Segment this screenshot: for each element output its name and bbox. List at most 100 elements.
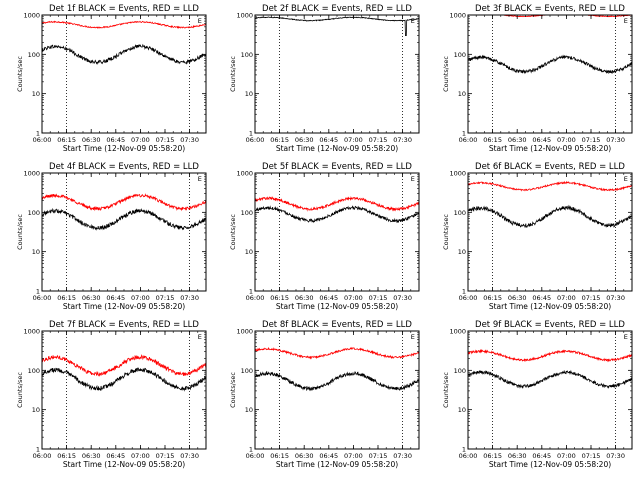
x-tick-label: 06:00 [33, 136, 52, 144]
y-tick-label: 1 [36, 446, 40, 454]
x-tick-label: 07:15 [156, 452, 175, 460]
x-tick-label: 07:15 [582, 452, 601, 460]
x-tick-label: 07:00 [557, 452, 576, 460]
panel-det-9: Det 9f BLACK = Events, RED = LLD E 1 10 100 1… [442, 320, 633, 469]
x-tick-label: 06:30 [295, 294, 314, 302]
events-series-line [468, 54, 632, 75]
lld-series-line [468, 180, 632, 192]
plot-frame [467, 172, 633, 292]
events-series-line [42, 43, 206, 65]
x-axis-label: Start Time (12-Nov-09 05:58:20) [276, 302, 398, 311]
events-series-line [255, 16, 419, 36]
y-tick-label: 100 [28, 51, 40, 59]
events-series-line [255, 370, 419, 392]
y-tick-label: 1 [249, 130, 253, 138]
x-tick-label: 06:30 [82, 452, 101, 460]
event-marker-label: E [411, 175, 415, 183]
y-tick-label: 100 [241, 51, 253, 59]
x-tick-label: 07:00 [344, 136, 363, 144]
x-axis-label: Start Time (12-Nov-09 05:58:20) [489, 144, 611, 153]
x-tick-label: 07:30 [180, 136, 199, 144]
y-tick-label: 10 [245, 406, 253, 414]
y-tick-label: 100 [241, 367, 253, 375]
x-tick-label: 07:30 [606, 294, 625, 302]
x-tick-label: 06:00 [33, 294, 52, 302]
x-tick-label: 07:30 [393, 452, 412, 460]
panel-title: Det 7f BLACK = Events, RED = LLD [49, 320, 199, 330]
x-tick-label: 07:15 [369, 136, 388, 144]
y-axis-label: Counts/sec [229, 56, 237, 92]
panel-title: Det 6f BLACK = Events, RED = LLD [475, 162, 625, 172]
x-axis-label: Start Time (12-Nov-09 05:58:20) [276, 144, 398, 153]
x-tick-label: 07:30 [606, 452, 625, 460]
events-series-line [255, 205, 419, 224]
y-tick-label: 100 [241, 209, 253, 217]
y-tick-label: 10 [245, 248, 253, 256]
panel-title: Det 8f BLACK = Events, RED = LLD [262, 320, 412, 330]
x-axis-label: Start Time (12-Nov-09 05:58:20) [63, 144, 185, 153]
y-tick-label: 1000 [449, 12, 466, 20]
y-tick-label: 100 [454, 209, 466, 217]
panel-det-3: Det 3f BLACK = Events, RED = LLD E 1 10 100 1… [442, 4, 633, 153]
plot-frame [254, 14, 420, 134]
y-tick-label: 1000 [449, 170, 466, 178]
events-series-line [42, 207, 206, 231]
x-tick-label: 06:15 [483, 136, 502, 144]
x-tick-label: 06:30 [295, 452, 314, 460]
x-axis-label: Start Time (12-Nov-09 05:58:20) [489, 460, 611, 469]
panel-title: Det 3f BLACK = Events, RED = LLD [475, 4, 625, 14]
plot-frame [41, 172, 207, 292]
y-tick-label: 1000 [236, 12, 253, 20]
y-axis-label: Counts/sec [229, 372, 237, 408]
x-tick-label: 07:15 [582, 136, 601, 144]
panel-det-8: Det 8f BLACK = Events, RED = LLD E 1 10 100 1… [229, 320, 420, 469]
x-tick-label: 06:45 [106, 452, 125, 460]
x-tick-label: 06:30 [295, 136, 314, 144]
x-axis-label: Start Time (12-Nov-09 05:58:20) [489, 302, 611, 311]
x-tick-label: 06:45 [532, 452, 551, 460]
event-marker-label: E [624, 333, 628, 341]
lld-series-line [42, 193, 206, 212]
x-tick-label: 07:30 [393, 294, 412, 302]
x-tick-label: 06:45 [532, 294, 551, 302]
plot-frame [254, 330, 420, 450]
x-tick-label: 06:00 [33, 452, 52, 460]
panel-title: Det 9f BLACK = Events, RED = LLD [475, 320, 625, 330]
y-axis-label: Counts/sec [442, 56, 450, 92]
x-tick-label: 07:15 [582, 294, 601, 302]
x-axis-label: Start Time (12-Nov-09 05:58:20) [63, 460, 185, 469]
x-tick-label: 06:00 [246, 452, 265, 460]
event-marker-label: E [198, 333, 202, 341]
y-axis-label: Counts/sec [442, 214, 450, 250]
plot-frame [254, 172, 420, 292]
panel-det-6: Det 6f BLACK = Events, RED = LLD E 1 10 100 1… [442, 162, 633, 311]
y-axis-label: Counts/sec [16, 214, 24, 250]
x-tick-label: 07:30 [180, 452, 199, 460]
x-tick-label: 06:15 [57, 452, 76, 460]
y-axis-label: Counts/sec [16, 56, 24, 92]
panel-title: Det 5f BLACK = Events, RED = LLD [262, 162, 412, 172]
x-tick-label: 07:30 [606, 136, 625, 144]
x-tick-label: 07:15 [156, 136, 175, 144]
x-tick-label: 06:45 [106, 294, 125, 302]
panel-det-1: Det 1f BLACK = Events, RED = LLD E 1 10 100 1… [16, 4, 207, 153]
y-tick-label: 1000 [23, 328, 40, 336]
y-tick-label: 10 [458, 248, 466, 256]
y-tick-label: 10 [458, 406, 466, 414]
y-tick-label: 10 [32, 406, 40, 414]
x-tick-label: 07:30 [180, 294, 199, 302]
y-tick-label: 1 [249, 288, 253, 296]
x-tick-label: 06:00 [459, 136, 478, 144]
events-series-line [468, 369, 632, 389]
y-tick-label: 10 [458, 90, 466, 98]
y-tick-label: 1000 [236, 328, 253, 336]
y-tick-label: 1000 [23, 170, 40, 178]
x-tick-label: 06:45 [319, 294, 338, 302]
x-tick-label: 07:00 [344, 294, 363, 302]
x-tick-label: 06:00 [459, 452, 478, 460]
y-tick-label: 1 [462, 288, 466, 296]
x-tick-label: 07:00 [557, 136, 576, 144]
x-tick-label: 06:45 [319, 452, 338, 460]
x-tick-label: 06:45 [532, 136, 551, 144]
